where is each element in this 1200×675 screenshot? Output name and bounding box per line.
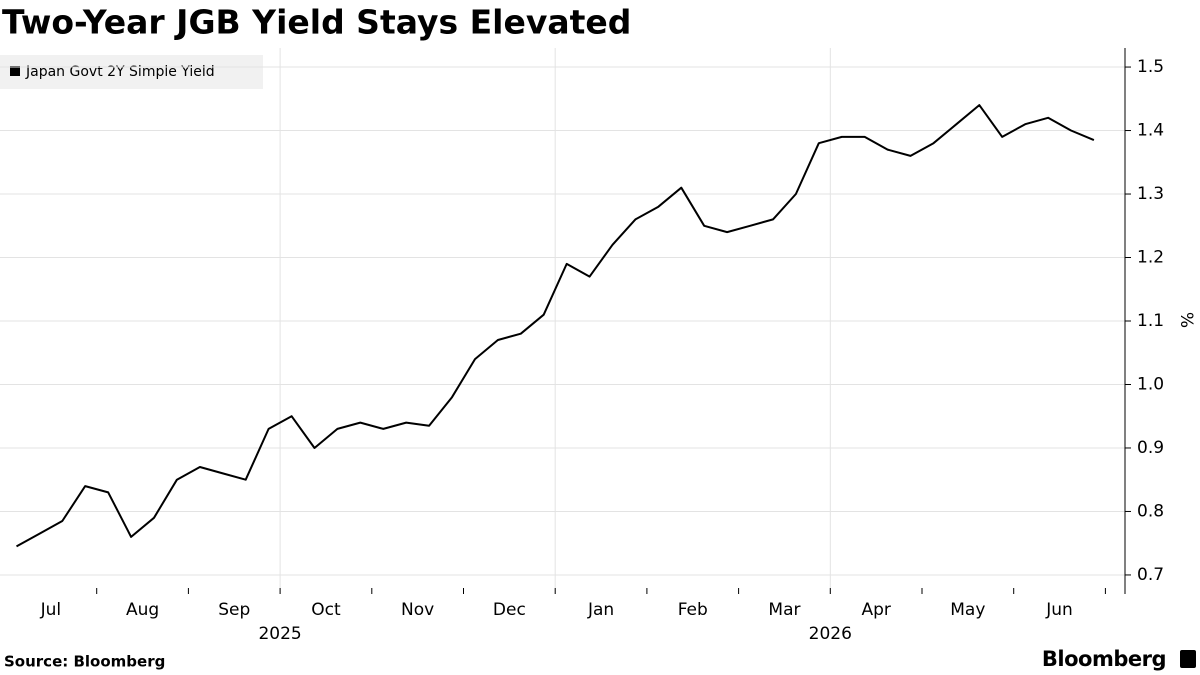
x-tick-label: Jun	[1045, 600, 1073, 620]
y-tick-label: 1.0	[1137, 374, 1164, 394]
y-tick-label: 1.3	[1137, 184, 1164, 204]
source: Source: Bloomberg	[4, 653, 165, 671]
x-tick-label: Mar	[768, 600, 800, 620]
legend-label: Japan Govt 2Y Simple Yield	[25, 64, 215, 80]
brand: Bloomberg	[1042, 647, 1166, 671]
y-tick-label: 1.5	[1137, 57, 1164, 77]
x-tick-label: Feb	[678, 600, 708, 620]
chart-title: Two-Year JGB Yield Stays Elevated	[2, 3, 631, 42]
legend-box	[0, 55, 263, 89]
y-tick-label: 1.4	[1137, 121, 1164, 141]
y-tick-label: 0.8	[1137, 501, 1164, 521]
x-tick-label: Nov	[401, 600, 434, 620]
year-label: 2025	[258, 624, 301, 644]
y-tick-label: 0.7	[1137, 565, 1164, 585]
x-tick-label: Aug	[126, 600, 159, 620]
x-tick-label: Sep	[218, 600, 250, 620]
line-series	[16, 104, 1095, 548]
legend-swatch	[10, 66, 20, 76]
x-tick-label: May	[950, 600, 985, 620]
y-tick-label: 0.9	[1137, 438, 1164, 458]
y-axis-label: %	[1176, 312, 1196, 328]
x-tick-label: Dec	[493, 600, 526, 620]
y-tick-label: 1.1	[1137, 311, 1164, 331]
brand-icon	[1180, 650, 1196, 668]
x-tick-label: Apr	[861, 600, 890, 620]
y-tick-label: 1.2	[1137, 248, 1164, 268]
x-tick-label: Jan	[587, 600, 614, 620]
year-label: 2026	[809, 624, 852, 644]
x-tick-label: Oct	[311, 600, 341, 620]
x-tick-label: Jul	[40, 600, 62, 620]
